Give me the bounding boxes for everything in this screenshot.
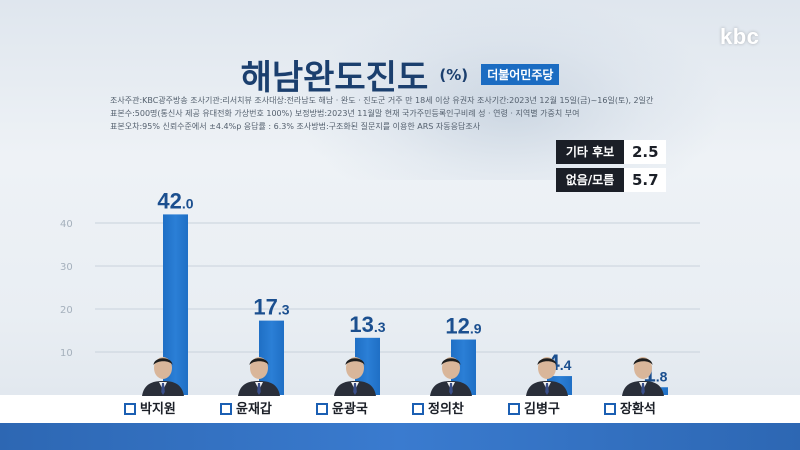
extra-label: 없음/모름 [556,168,624,192]
candidate-item: 장환석 [598,352,688,424]
survey-info: 조사주관:KBC광주방송 조사기관:리서치뷰 조사대상:전라남도 해남 · 완도… [110,94,710,133]
candidate-name: 박지원 [124,400,204,420]
extra-value: 2.5 [624,140,666,164]
chart-title: 해남완도진도 [240,58,429,98]
candidate-photo [622,357,664,396]
candidate-photo [526,357,568,396]
candidate-name-text: 박지원 [140,402,176,417]
name-marker-icon [220,402,232,415]
candidate-photo [334,357,376,396]
value-label: 17.3 [253,295,289,320]
extra-none-unknown: 없음/모름 5.7 [556,168,666,192]
candidate-item: 윤재갑 [214,352,304,424]
name-marker-icon [604,402,616,415]
name-marker-icon [124,402,136,415]
candidate-name: 정의찬 [412,400,492,420]
y-tick-label: 40 [60,219,73,230]
bottom-band [0,423,800,450]
name-strip [0,395,800,423]
party-badge: 더불어민주당 [481,64,560,85]
unit-label: (%) [439,65,469,84]
survey-info-line: 표본수:500명(통신사 제공 유대전화 가상번호 100%) 보정방법:202… [110,109,580,118]
candidate-photo [430,357,472,396]
candidate-item: 김병구 [502,352,592,424]
name-marker-icon [412,402,424,415]
survey-info-line: 조사주관:KBC광주방송 조사기관:리서치뷰 조사대상:전라남도 해남 · 완도… [110,96,654,105]
name-marker-icon [508,402,520,415]
kbc-logo: kbc [720,24,760,49]
candidate-name-text: 장환석 [620,402,656,417]
candidate-name: 김병구 [508,400,588,420]
candidate-name-text: 정의찬 [428,402,464,417]
candidate-name-text: 윤재갑 [236,402,272,417]
candidate-name-text: 윤광국 [332,402,368,417]
y-tick-label: 20 [60,305,73,316]
candidate-item: 윤광국 [310,352,400,424]
y-tick-label: 10 [60,348,73,359]
candidate-name: 윤재갑 [220,400,300,420]
value-label: 13.3 [349,312,385,337]
extra-value: 5.7 [624,168,666,192]
y-tick-label: 30 [60,262,73,273]
candidate-item: 정의찬 [406,352,496,424]
candidate-name: 윤광국 [316,400,396,420]
value-label: 42.0 [157,188,193,213]
candidate-name-text: 김병구 [524,402,560,417]
candidate-name: 장환석 [604,400,684,420]
candidate-photo [142,357,184,396]
candidate-item: 박지원 [118,352,208,424]
chart-title-block: 해남완도진도 (%) 더불어민주당 [0,50,800,99]
extra-other-candidates: 기타 후보 2.5 [556,140,666,164]
candidate-photo [238,357,280,396]
extra-label: 기타 후보 [556,140,624,164]
value-label: 12.9 [445,314,481,339]
name-marker-icon [316,402,328,415]
survey-info-line: 표본오차:95% 신뢰수준에서 ±4.4%p 응답률 : 6.3% 조사방법:구… [110,122,481,131]
